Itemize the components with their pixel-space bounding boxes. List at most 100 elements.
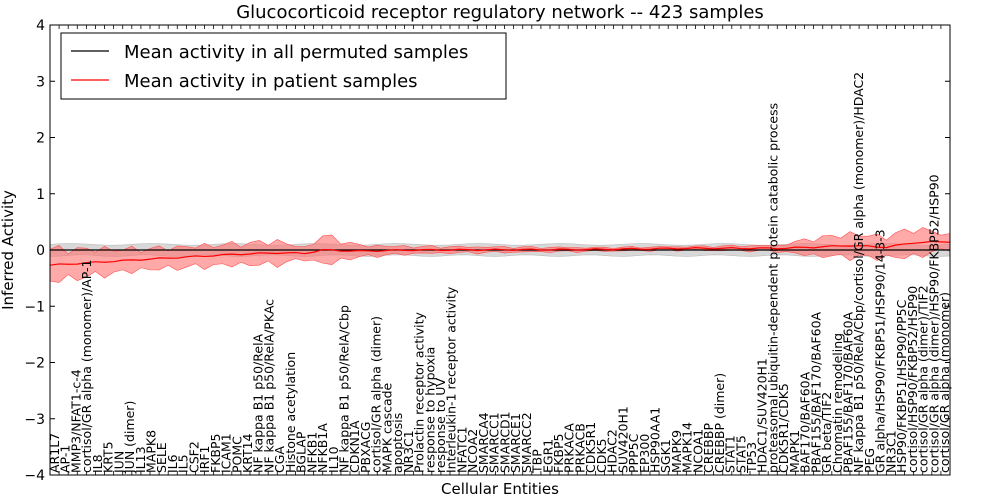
y-tick-label: −2 (24, 356, 45, 372)
x-tick-label: cortisol/GR alpha (dimer)/TIF2 (916, 285, 931, 473)
x-tick-label: CREBBP (dimer) (712, 373, 727, 473)
x-tick-label: Prolactin receptor activity (412, 312, 427, 473)
x-tick-label: POMC (229, 436, 244, 473)
y-tick-label: 4 (36, 18, 45, 34)
x-tick-label: FKBP5 (551, 434, 566, 473)
x-tick-label: CREBBP (701, 423, 716, 473)
x-tick-label: PBAF155/BAF170/BAF60A (808, 311, 823, 473)
x-tick-label: AR1L7 (47, 433, 62, 473)
x-tick-label: JUN (dimer) (122, 401, 137, 474)
x-tick-label: GR beta/TIF2 (819, 392, 834, 473)
series-lines (49, 240, 951, 266)
x-tick-label: PRKACA (562, 423, 577, 473)
x-tick-label: Chromatin remodeling (830, 333, 845, 473)
x-tick-label: cortisol/GR alpha (dimer) (369, 316, 384, 473)
patient-mean-line (49, 240, 951, 266)
x-tick-label: NFATC1 (454, 426, 469, 473)
x-tick-label: Interleukin-1 receptor activity (444, 286, 459, 473)
x-tick-label: STAT1 (723, 435, 738, 473)
y-axis-label: Inferred Activity (0, 190, 17, 310)
x-tick-label: NF kappa B1 p50/RelA/PKAc (261, 299, 276, 473)
x-tick-label: HSP90AA1 (647, 407, 662, 473)
x-tick-label: NCOA1 (690, 429, 705, 473)
x-tick-label: BAF170/BAF60A (798, 371, 813, 473)
x-tick-label: cortisol/GR alpha (monomer) (937, 292, 952, 473)
y-tick-label: −4 (24, 468, 45, 484)
x-tick-label: MAPK9 (669, 430, 684, 473)
x-tick-label: FKBP5 (208, 434, 223, 473)
x-tick-label: EP300 (637, 434, 652, 473)
x-tick-label: SMARCA4 (476, 412, 491, 473)
x-tick-label: CDK5 (594, 438, 609, 473)
x-tick-label: MAPK cascade (379, 382, 394, 473)
legend-label-permuted: Mean activity in all permuted samples (124, 42, 468, 63)
y-tick-label: 3 (36, 74, 45, 90)
x-tick-label: NF kappa B1 p50/RelA/Cbp (337, 305, 352, 473)
x-tick-label: ICAM1 (219, 433, 234, 473)
chart-title: Glucocorticoid receptor regulatory netwo… (236, 2, 764, 23)
y-tick-label: 2 (36, 131, 45, 147)
x-tick-label: MAPK14 (680, 422, 695, 473)
x-tick-label: TBP (530, 449, 545, 474)
x-tick-label: response to UV (433, 378, 448, 473)
x-tick-label: PRKACB (572, 423, 587, 473)
x-tick-label: CDK5R1/CDK5 (776, 383, 791, 473)
x-axis (49, 25, 951, 475)
x-tick-label: NR3C1 (883, 430, 898, 473)
x-tick-label: NCOA2 (465, 429, 480, 473)
x-tick-label: SGK1 (658, 439, 673, 473)
x-tick-label: SMARCC1 (487, 412, 502, 473)
x-tick-label: IRF1 (197, 445, 212, 473)
y-tick-label: 1 (36, 187, 45, 203)
y-tick-label: −3 (24, 412, 45, 428)
legend-frame (60, 32, 507, 100)
x-tick-label: CGA (272, 446, 287, 473)
legend-label-patient: Mean activity in patient samples (124, 71, 418, 92)
x-tick-label: NFKB1A (315, 423, 330, 473)
x-tick-label: SUV420H1 (615, 406, 630, 473)
x-tick-label: SMARCD1 (497, 411, 512, 473)
x-tick-label: NR3C1 (401, 430, 416, 473)
x-tick-label: NF kappa B1 p50/RelA/Cbp/cortisol/GR alp… (851, 72, 866, 473)
y-axis: −4 −3 −2 −1 0 1 2 3 4 (24, 18, 950, 484)
x-tick-label: cortisol/GR alpha (monomer)/AP-1 (79, 260, 94, 474)
x-tick-label: CDK5R1 (583, 422, 598, 473)
x-tick-label: MMP3/NFAT1-c-4 (68, 369, 83, 473)
x-tick-label: proteasomal ubiquitin-dependent protein … (765, 103, 780, 473)
x-tick-label: SELE (154, 442, 169, 473)
x-tick-label: IL5 (176, 454, 191, 473)
x-tick-label: CDKN1A (347, 420, 362, 473)
x-tick-label: MAPK8 (144, 430, 159, 473)
x-tick-label: cortisol/GR alpha (dimer)/HSP90/FKBP52/H… (926, 174, 941, 473)
x-tick-label: IL13 (133, 446, 148, 473)
x-tick-label: PBAF155/BAF170/BAF60A (840, 311, 855, 473)
x-tick-label: IL6 (165, 454, 180, 473)
x-tick-label: HSP90/FKBP51/HSP90/PP5C (894, 299, 909, 473)
x-tick-label: IL8 (90, 454, 105, 473)
x-tick-label: response to hypoxia (422, 347, 437, 473)
x-tick-label: SMARCE1 (508, 413, 523, 473)
x-tick-label: JUN (111, 451, 126, 474)
x-tick-label: Histone acetylation (283, 352, 298, 473)
x-tick-label: BGLAP (294, 431, 309, 473)
x-tick-label: SMARCC2 (519, 412, 534, 473)
x-tick-label: KRT5 (101, 441, 116, 473)
x-tick-label: NF kappa B1 p50/RelA (251, 333, 266, 473)
x-tick-label: TP53 (744, 442, 759, 474)
x-tick-label: PEG (862, 448, 877, 473)
x-tick-label: CSF2 (186, 441, 201, 473)
x-tick-label: HDAC2 (605, 429, 620, 473)
x-tick-label: PPP5C (626, 433, 641, 473)
y-tick-label: −1 (24, 299, 45, 315)
x-tick-label: NFKB1 (304, 432, 319, 473)
y-tick-label: 0 (36, 243, 45, 259)
x-tick-label: AP-1 (58, 445, 73, 473)
x-tick-label: GR alpha/HSP90/FKBP51/HSP90/14-3-3 (873, 229, 888, 473)
x-axis-label: Cellular Entities (441, 480, 559, 498)
x-tick-label: EGR1 (540, 439, 555, 473)
x-tick-label: cortisol/HSP90/FKBP52/HSP90 (905, 286, 920, 473)
x-tick-label: HDAC1/SUV420H1 (755, 358, 770, 473)
x-tick-label: KRT14 (240, 433, 255, 473)
legend: Mean activity in all permuted samples Me… (60, 32, 507, 100)
